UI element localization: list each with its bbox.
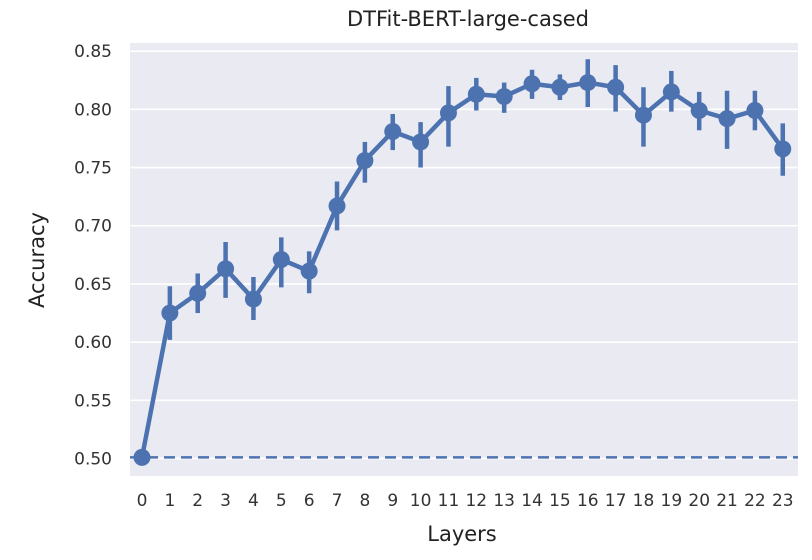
x-tick-label: 0 [137, 491, 148, 511]
x-tick-label: 13 [493, 491, 515, 511]
data-point [189, 284, 207, 302]
series-layer [133, 59, 792, 466]
x-tick-label: 12 [465, 491, 487, 511]
data-point [467, 85, 485, 103]
data-point [300, 262, 318, 280]
data-point [579, 74, 597, 92]
y-tick-label: 0.70 [74, 217, 112, 237]
x-tick-label: 7 [332, 491, 343, 511]
data-point [662, 83, 680, 101]
data-point [718, 110, 736, 128]
x-tick-label: 14 [521, 491, 543, 511]
y-axis-title: Accuracy [25, 212, 49, 308]
x-tick-label: 1 [164, 491, 175, 511]
x-tick-label: 11 [438, 491, 460, 511]
y-tick-label: 0.65 [74, 275, 112, 295]
data-point [439, 104, 457, 122]
data-point [412, 133, 430, 151]
x-axis-title: Layers [427, 522, 497, 546]
x-tick-label: 22 [744, 491, 766, 511]
x-tick-label: 2 [192, 491, 203, 511]
data-point [384, 122, 402, 140]
x-tick-label: 15 [549, 491, 571, 511]
x-tick-label: 16 [577, 491, 599, 511]
x-tick-label: 17 [605, 491, 627, 511]
x-tick-label: 3 [220, 491, 231, 511]
x-tick-label: 10 [410, 491, 432, 511]
data-point [634, 106, 652, 124]
data-point [495, 88, 513, 106]
x-tick-label: 9 [387, 491, 398, 511]
y-tick-label: 0.80 [74, 100, 112, 120]
data-point [746, 102, 764, 120]
plot-background [130, 43, 798, 476]
x-tick-label: 20 [688, 491, 710, 511]
x-tick-label: 23 [772, 491, 794, 511]
data-point [690, 102, 708, 120]
x-tick-label: 6 [304, 491, 315, 511]
x-tick-label: 19 [661, 491, 683, 511]
data-point [272, 251, 290, 268]
y-tick-labels: 0.50 0.55 0.60 0.65 0.70 0.75 0.80 0.85 [74, 42, 112, 469]
y-tick-label: 0.55 [74, 391, 112, 411]
y-tick-label: 0.50 [74, 450, 112, 470]
x-tick-labels: 0 1 2 3 4 5 6 7 8 9 10 11 12 13 14 15 16 17 18 19 20 21 22 23 [137, 491, 794, 511]
data-point [356, 152, 374, 170]
x-tick-label: 4 [248, 491, 259, 511]
data-point [551, 78, 569, 96]
data-point [133, 448, 151, 466]
data-point [523, 75, 541, 93]
data-point [328, 197, 346, 215]
x-tick-label: 21 [716, 491, 738, 511]
x-tick-label: 5 [276, 491, 287, 511]
y-tick-label: 0.85 [74, 42, 112, 62]
chart-title: DTFit-BERT-large-cased [347, 7, 589, 31]
y-tick-label: 0.75 [74, 159, 112, 179]
data-point [161, 304, 179, 322]
data-point [607, 78, 625, 96]
data-point [217, 260, 235, 278]
x-tick-label: 8 [359, 491, 370, 511]
x-tick-label: 18 [633, 491, 655, 511]
y-tick-label: 0.60 [74, 333, 112, 353]
data-point [774, 140, 792, 158]
data-point [244, 290, 262, 308]
